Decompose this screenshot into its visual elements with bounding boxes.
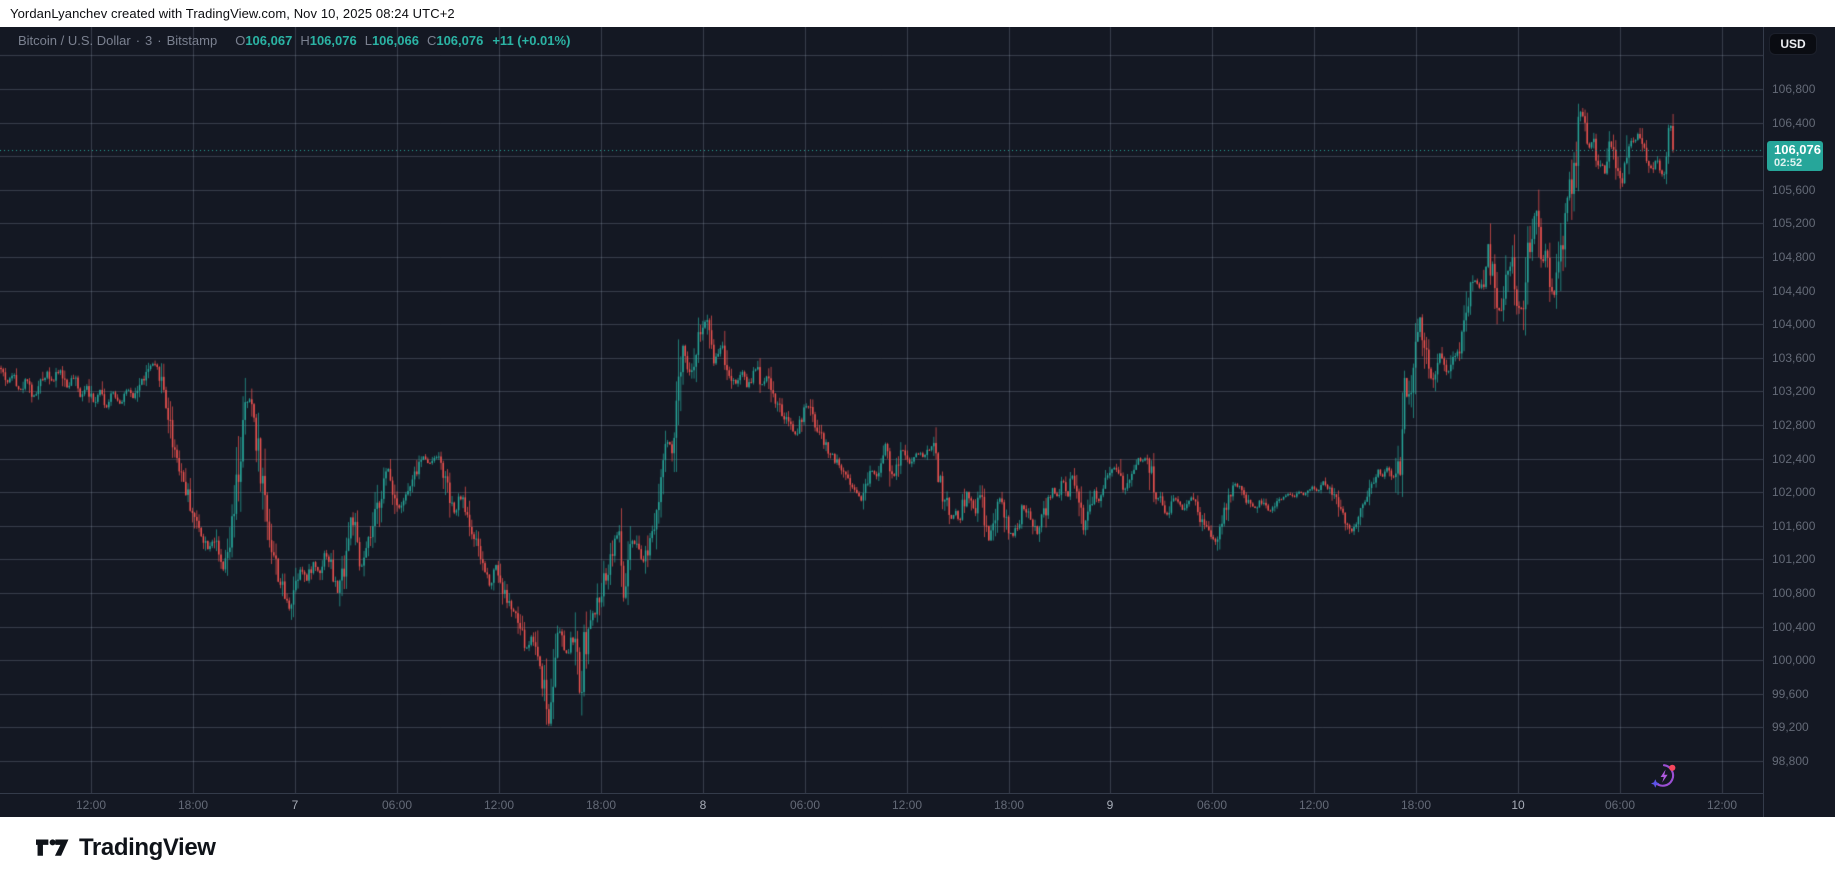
time-axis-label: 06:00 <box>789 798 821 812</box>
price-axis-label: 106,800 <box>1772 82 1816 96</box>
close-label: C <box>426 32 437 48</box>
price-axis-label: 104,800 <box>1772 250 1816 264</box>
price-axis-label: 103,200 <box>1772 384 1816 399</box>
open-label: O <box>235 32 246 48</box>
high-label: H <box>300 32 310 48</box>
price-axis-label: 103,600 <box>1772 350 1816 365</box>
flash-replay-icon[interactable] <box>1650 762 1678 790</box>
time-axis-label: 18:00 <box>585 798 617 812</box>
time-axis-label: 12:00 <box>1298 798 1330 812</box>
price-axis-label: 100,800 <box>1772 586 1816 600</box>
last-price-value: 106,076 <box>1774 142 1821 157</box>
footer-bar: TradingView <box>0 817 1835 879</box>
price-axis-label: 98,800 <box>1772 754 1809 768</box>
attribution-text: YordanLyanchev created with TradingView.… <box>10 6 455 21</box>
time-axis-label: 10 <box>1511 798 1525 812</box>
close-value: 106,076 <box>436 32 484 48</box>
low-value: 106,066 <box>371 32 419 48</box>
time-axis-label: 12:00 <box>1706 798 1738 812</box>
legend-separator: · <box>135 32 141 48</box>
price-axis-label: 104,400 <box>1772 283 1816 298</box>
time-axis-label: 12:00 <box>891 798 923 812</box>
price-axis-label: 101,600 <box>1772 518 1816 533</box>
attribution-bar: YordanLyanchev created with TradingView.… <box>0 0 1835 27</box>
time-axis[interactable]: 12:00 18:00 7 06:00 12:00 18:00 8 06:00 12:00 18:… <box>0 793 1763 817</box>
last-price-badge: 106,076 02:52 <box>1767 141 1823 171</box>
price-axis[interactable]: 106,076 02:52 106,800 106,400 105,600 105,2… <box>1763 27 1835 817</box>
price-axis-label: 100,000 <box>1772 653 1816 668</box>
time-axis-label: 18:00 <box>177 798 209 812</box>
tradingview-logo-icon <box>36 839 69 856</box>
price-axis-label: 105,600 <box>1772 182 1816 197</box>
currency-toggle-button[interactable]: USD <box>1769 33 1817 55</box>
price-axis-label: 104,000 <box>1772 317 1816 332</box>
price-axis-label: 99,600 <box>1772 686 1809 701</box>
price-axis-label: 100,400 <box>1772 619 1816 634</box>
time-axis-label: 06:00 <box>1196 798 1228 812</box>
tradingview-wordmark: TradingView <box>79 834 216 861</box>
bar-countdown: 02:52 <box>1774 157 1803 169</box>
interval-label: 3 <box>145 32 153 48</box>
price-axis-label: 106,400 <box>1772 115 1816 130</box>
time-axis-label: 18:00 <box>993 798 1025 812</box>
candlestick-chart-canvas[interactable] <box>0 27 1763 793</box>
open-value: 106,067 <box>245 32 293 48</box>
chart-region: Bitcoin / U.S. Dollar · 3 · Bitstamp O 10… <box>0 27 1835 817</box>
time-axis-label: 9 <box>1106 798 1114 812</box>
symbol-name: Bitcoin / U.S. Dollar <box>18 32 131 48</box>
low-label: L <box>364 32 372 48</box>
exchange-label: Bitstamp <box>166 32 218 48</box>
time-axis-label: 18:00 <box>1400 798 1432 812</box>
time-axis-label: 06:00 <box>381 798 413 812</box>
price-axis-label: 102,000 <box>1772 485 1816 500</box>
legend-separator: · <box>157 32 162 48</box>
time-axis-label: 8 <box>699 798 707 812</box>
time-axis-label: 12:00 <box>75 798 107 812</box>
price-axis-label: 105,200 <box>1772 216 1816 231</box>
time-axis-label: 12:00 <box>483 798 515 812</box>
price-axis-label: 102,800 <box>1772 418 1816 432</box>
high-value: 106,076 <box>309 32 357 48</box>
price-change: +11 (+0.01%) <box>492 32 571 48</box>
time-axis-label: 7 <box>291 798 299 812</box>
symbol-legend[interactable]: Bitcoin / U.S. Dollar · 3 · Bitstamp O 10… <box>18 30 570 50</box>
price-axis-label: 101,200 <box>1772 552 1816 567</box>
price-axis-label: 99,200 <box>1772 720 1809 735</box>
time-axis-label: 06:00 <box>1604 798 1636 812</box>
ohlc-values: O 106,067 H 106,076 L 106,066 C 106,076 <box>227 33 483 48</box>
price-axis-label: 102,400 <box>1772 451 1816 466</box>
